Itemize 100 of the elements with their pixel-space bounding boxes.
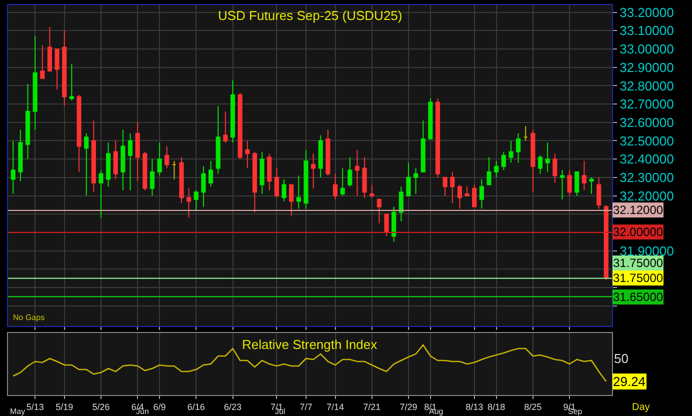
candlestick — [208, 160, 214, 188]
candlestick — [142, 151, 148, 191]
candlestick — [120, 129, 126, 191]
candlestick — [238, 92, 242, 160]
candlestick — [370, 184, 374, 198]
candlestick — [128, 132, 133, 191]
candlestick — [54, 48, 60, 90]
candlestick — [318, 134, 323, 178]
ref-line-label: 32.12000 — [613, 203, 664, 217]
candlestick — [486, 156, 492, 186]
candlestick — [354, 149, 360, 196]
candlestick — [384, 214, 389, 237]
y-tick-label: 32.40000 — [620, 152, 674, 167]
candlestick — [216, 105, 220, 174]
candlestick — [435, 98, 440, 178]
candlestick — [552, 153, 558, 184]
candlestick — [311, 153, 316, 189]
candlestick — [113, 140, 118, 180]
candlestick — [428, 98, 433, 140]
ref-line-label: 32.00000 — [613, 225, 664, 239]
candlestick — [62, 30, 67, 106]
candlestick — [10, 140, 16, 194]
candlestick — [164, 146, 170, 169]
y-tick-label: 32.80000 — [620, 78, 674, 94]
candlestick — [40, 44, 45, 79]
candlestick — [18, 129, 23, 182]
y-tick-label: 32.90000 — [620, 60, 674, 75]
annotation: No Gaps — [13, 313, 45, 322]
candlestick — [267, 153, 272, 191]
candlestick — [84, 132, 89, 196]
y-tick-label: 33.20000 — [620, 4, 674, 20]
x-tick-label: 6/16 — [187, 402, 205, 412]
candlestick — [150, 158, 155, 196]
candlestick — [589, 176, 594, 194]
y-tick-label: 31.90000 — [620, 243, 674, 258]
y-tick-label: 32.70000 — [620, 96, 674, 112]
candlestick — [604, 204, 608, 281]
candlestick — [574, 171, 580, 196]
candlestick — [157, 142, 162, 176]
x-tick-label: 7/21 — [363, 402, 381, 412]
x-tick-label: 5/13 — [26, 402, 44, 412]
x-tick-label: 6/23 — [224, 402, 242, 412]
x-tick-label: 8/25 — [524, 402, 542, 412]
candlestick — [179, 156, 184, 204]
text: Day — [632, 402, 650, 413]
candlestick — [252, 151, 258, 213]
candlestick — [596, 176, 602, 210]
candlestick — [76, 94, 82, 172]
candlestick — [326, 129, 330, 176]
candlestick — [414, 168, 418, 194]
candlestick — [472, 184, 477, 208]
candlestick — [91, 120, 96, 193]
ref-line-label: 31.75000 — [613, 256, 664, 270]
candlestick — [230, 80, 236, 144]
x-tick-label: 5/26 — [92, 402, 110, 412]
candlestick — [296, 175, 301, 210]
y-tick-label: 33.00000 — [620, 42, 674, 57]
candlestick — [332, 173, 338, 200]
x-tick-label: 8/1 — [424, 402, 437, 412]
candlestick — [260, 151, 264, 194]
candlestick — [47, 26, 52, 72]
x-tick-label: 7/14 — [326, 402, 344, 412]
x-tick-label: 6/9 — [153, 402, 166, 412]
text: May — [10, 407, 26, 416]
candlestick — [516, 132, 521, 164]
y-tick-label: 32.60000 — [620, 114, 674, 130]
candlestick — [494, 160, 499, 178]
y-tick-label: 32.20000 — [620, 188, 674, 204]
candlestick — [135, 122, 140, 182]
x-tick-label: 7/29 — [400, 402, 418, 412]
y-tick-label: 32.30000 — [620, 170, 674, 185]
candlestick — [172, 160, 176, 180]
candlestick — [420, 120, 426, 172]
candlestick — [362, 156, 367, 198]
text: 31.75000 — [613, 271, 664, 285]
candlestick — [450, 171, 455, 204]
candlestick — [560, 170, 565, 200]
candlestick — [304, 149, 308, 210]
candlestick — [398, 186, 404, 222]
x-tick-label: 7/7 — [300, 402, 312, 412]
candlestick — [567, 170, 572, 196]
chart-title: Relative Strength Index — [242, 337, 378, 352]
y-tick-label: 33.10000 — [620, 23, 674, 38]
y-tick-label: 32.50000 — [620, 133, 674, 148]
candlestick — [223, 110, 228, 144]
text: 29.24 — [613, 374, 646, 389]
candlestick — [530, 129, 536, 193]
candlestick — [25, 83, 30, 160]
candlestick — [69, 63, 74, 101]
candlestick — [406, 162, 411, 196]
x-tick-label: 8/13 — [466, 402, 484, 412]
candlestick — [201, 166, 206, 208]
x-tick-label: 8/18 — [488, 402, 506, 412]
candlestick — [501, 151, 506, 171]
candlestick — [282, 178, 286, 202]
candlestick — [274, 168, 279, 198]
candlestick — [194, 190, 198, 211]
candlestick — [245, 140, 250, 169]
candlestick — [442, 176, 448, 196]
candlestick — [98, 170, 104, 218]
